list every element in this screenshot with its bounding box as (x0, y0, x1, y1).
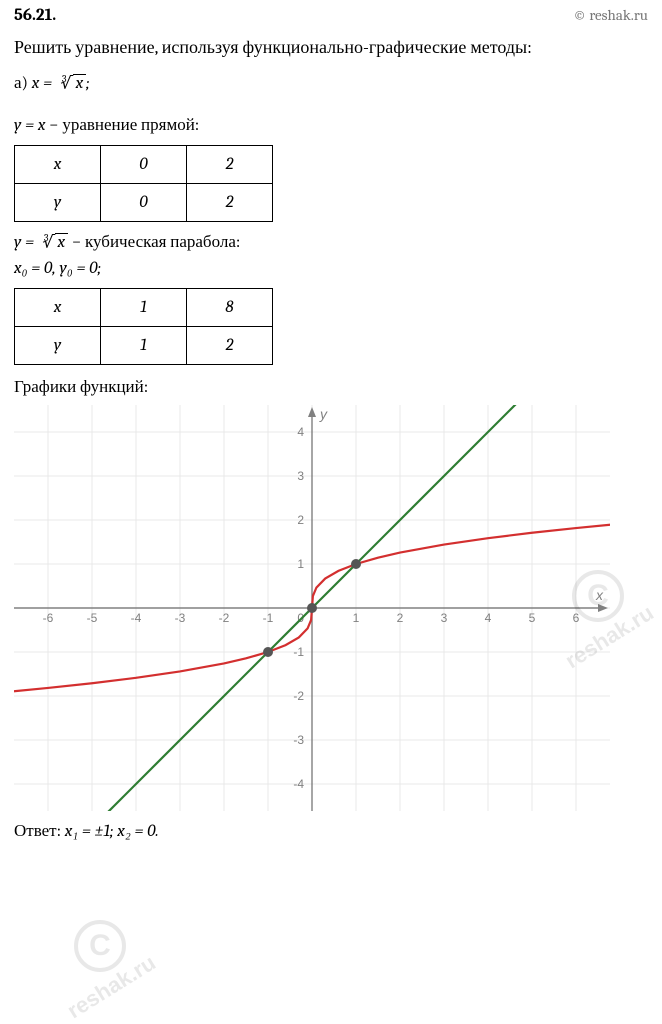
svg-text:-2: -2 (293, 689, 304, 703)
svg-text:1: 1 (353, 611, 360, 625)
svg-text:-5: -5 (87, 611, 98, 625)
table-cell: 2 (187, 184, 273, 222)
answer-body: x₁ = ±1; x₂ = 0. (65, 822, 159, 841)
graphs-caption: Графики функций: (0, 371, 662, 399)
svg-text:-4: -4 (131, 611, 142, 625)
table-cell: 1 (101, 289, 187, 327)
part-a-label: а) (14, 74, 28, 93)
chart-svg: -6-5-4-3-2-1123456-6-5-4-3-2-11234560xy (14, 405, 610, 811)
problem-prompt: Решить уравнение, используя функциональн… (0, 27, 662, 61)
problem-number: 56.21. (14, 6, 56, 25)
svg-text:x: x (595, 587, 604, 603)
table-cell: 2 (187, 327, 273, 365)
svg-text:-1: -1 (263, 611, 274, 625)
svg-text:3: 3 (441, 611, 448, 625)
svg-text:3: 3 (297, 469, 304, 483)
table-cell: x (15, 146, 101, 184)
svg-text:-4: -4 (293, 777, 304, 791)
table-cell: 8 (187, 289, 273, 327)
watermark: reshak.ru (63, 950, 161, 1024)
svg-text:-3: -3 (293, 733, 304, 747)
table-cell: 1 (101, 327, 187, 365)
svg-text:-2: -2 (219, 611, 230, 625)
svg-text:-1: -1 (293, 645, 304, 659)
table-cell: 2 (187, 146, 273, 184)
part-a-eq: x = 3√x; (32, 74, 90, 93)
table-cell: y (15, 184, 101, 222)
vertex-values: x₀ = 0, y₀ = 0; (14, 259, 101, 278)
cbrt-equation-pre: y = (14, 233, 34, 252)
svg-text:4: 4 (297, 425, 304, 439)
table-cell: y (15, 327, 101, 365)
svg-text:4: 4 (485, 611, 492, 625)
line-equation: y = x (14, 116, 45, 135)
svg-text:6: 6 (573, 611, 580, 625)
table-cell: 0 (101, 184, 187, 222)
cbrt-equation-desc: − кубическая парабола: (72, 233, 241, 252)
svg-text:-6: -6 (43, 611, 54, 625)
table-cell: 0 (101, 146, 187, 184)
cbrt-table: x 1 8 y 1 2 (14, 288, 273, 365)
cbrt-equation: 3√x (38, 233, 68, 252)
copyright-label: © reshak.ru (573, 6, 648, 25)
svg-text:2: 2 (397, 611, 404, 625)
svg-text:-3: -3 (175, 611, 186, 625)
svg-text:y: y (319, 406, 328, 422)
svg-text:5: 5 (529, 611, 536, 625)
table-cell: x (15, 289, 101, 327)
line-equation-desc: − уравнение прямой: (49, 116, 199, 135)
line-table: x 0 2 y 0 2 (14, 145, 273, 222)
answer-label: Ответ: (14, 822, 61, 841)
chart-container: -6-5-4-3-2-1123456-6-5-4-3-2-11234560xy (14, 405, 610, 811)
svg-text:1: 1 (297, 557, 304, 571)
watermark: C (74, 920, 126, 972)
svg-text:2: 2 (297, 513, 304, 527)
